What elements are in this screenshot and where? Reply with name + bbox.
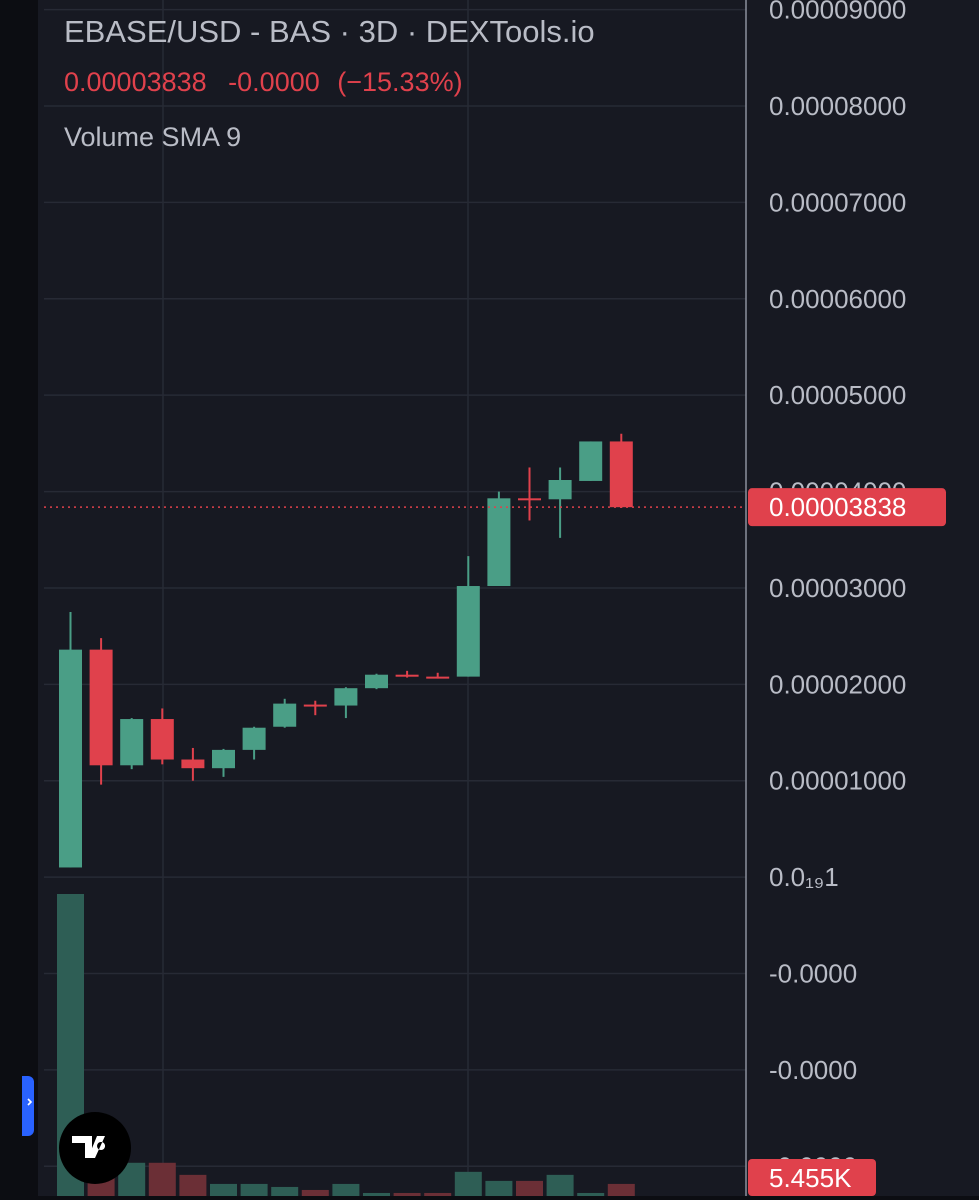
volume-badge: 5.455K <box>748 1159 876 1196</box>
candle <box>456 556 480 677</box>
candle-body <box>242 727 266 750</box>
candle <box>518 467 541 521</box>
candle <box>150 708 174 765</box>
candle <box>426 672 450 679</box>
candle-body <box>518 498 541 501</box>
candle <box>273 698 297 728</box>
candle-body <box>609 441 633 508</box>
candle <box>487 491 511 587</box>
candle <box>303 700 327 716</box>
candle-body <box>365 674 388 689</box>
candle <box>365 673 388 690</box>
candle-body <box>120 719 144 766</box>
volume-bar <box>210 1183 237 1196</box>
price-tick-label: 0.00009000 <box>769 0 906 25</box>
candle <box>579 441 603 481</box>
volume-bar <box>607 1183 635 1196</box>
chevron-right-icon <box>27 1098 33 1106</box>
price-tick-label: 0.0₁₉1 <box>769 862 839 892</box>
candle <box>242 726 266 760</box>
candle-body <box>334 688 358 706</box>
candle-body <box>273 703 297 727</box>
candle-body <box>181 759 205 769</box>
volume-bar <box>240 1183 268 1196</box>
volume-study-label: Volume SMA 9 <box>64 122 241 152</box>
volume-bar <box>332 1183 360 1196</box>
price-readout: 0.00003838 -0.0000 (−15.33%) <box>64 67 463 97</box>
volume-bar <box>577 1192 605 1196</box>
candle-body <box>548 480 572 500</box>
price-badge: 0.00003838 <box>748 488 946 527</box>
price-tick-label: 0.00006000 <box>769 284 906 314</box>
volume-bar <box>271 1186 299 1196</box>
side-tab[interactable] <box>22 1076 34 1136</box>
candle <box>120 718 144 770</box>
volume-bar <box>393 1192 421 1196</box>
volume-bar <box>363 1192 390 1196</box>
candle-body <box>89 649 113 766</box>
volume-bar <box>546 1174 574 1196</box>
last-price-value: 0.00003838 <box>64 67 207 97</box>
volume-bar <box>179 1174 207 1196</box>
price-tick-label: 0.00003000 <box>769 573 906 603</box>
candle <box>334 687 358 719</box>
candle <box>395 670 419 678</box>
candle <box>548 467 572 538</box>
candle <box>609 433 633 508</box>
volume-bar <box>301 1189 329 1196</box>
volume-bar <box>148 1162 176 1196</box>
price-axis[interactable]: 0.00009000 0.00008000 0.00007000 0.00006000… <box>769 0 906 1181</box>
candle-body <box>426 676 450 679</box>
price-tick-label: -0.0000 <box>769 958 857 988</box>
candle-body <box>456 586 480 677</box>
volume-bar <box>516 1180 543 1196</box>
volume-bars <box>57 894 635 1196</box>
volume-bar <box>485 1180 513 1196</box>
tradingview-logo[interactable] <box>59 1112 131 1184</box>
volume-bar <box>424 1192 452 1196</box>
candle <box>59 612 82 868</box>
side-tab-handle[interactable] <box>22 1076 34 1136</box>
plot-background <box>38 0 979 1196</box>
candle <box>181 747 205 781</box>
volume-badge-label: 5.455K <box>769 1163 852 1193</box>
candle-body <box>59 649 82 868</box>
volume-badge-background <box>748 1159 876 1196</box>
price-badge-label: 0.00003838 <box>769 492 906 522</box>
candle <box>89 638 113 785</box>
price-tick-label: 0.00008000 <box>769 91 906 121</box>
price-change-value: -0.0000 <box>228 67 320 97</box>
candle-body <box>487 498 511 587</box>
symbol-title: EBASE/USD - BAS · 3D · DEXTools.io <box>64 14 595 49</box>
candle-body <box>212 749 235 769</box>
price-tick-label: 0.00005000 <box>769 380 906 410</box>
price-tick-label: 0.00001000 <box>769 766 906 796</box>
candle-body <box>395 674 419 677</box>
candle <box>212 748 235 777</box>
candle-body <box>150 719 174 760</box>
tradingview-logo-mark <box>72 1136 106 1158</box>
chart-legend: EBASE/USD - BAS · 3D · DEXTools.io 0.000… <box>64 14 595 152</box>
volume-bar <box>454 1171 482 1196</box>
price-tick-label: -0.0000 <box>769 1055 857 1085</box>
price-change-percent: (−15.33%) <box>337 67 462 97</box>
candlesticks <box>59 433 633 868</box>
price-tick-label: 0.00002000 <box>769 669 906 699</box>
candle-body <box>303 704 327 707</box>
price-tick-label: 0.00007000 <box>769 187 906 217</box>
price-badge-background <box>748 488 946 527</box>
candle-body <box>579 441 603 481</box>
